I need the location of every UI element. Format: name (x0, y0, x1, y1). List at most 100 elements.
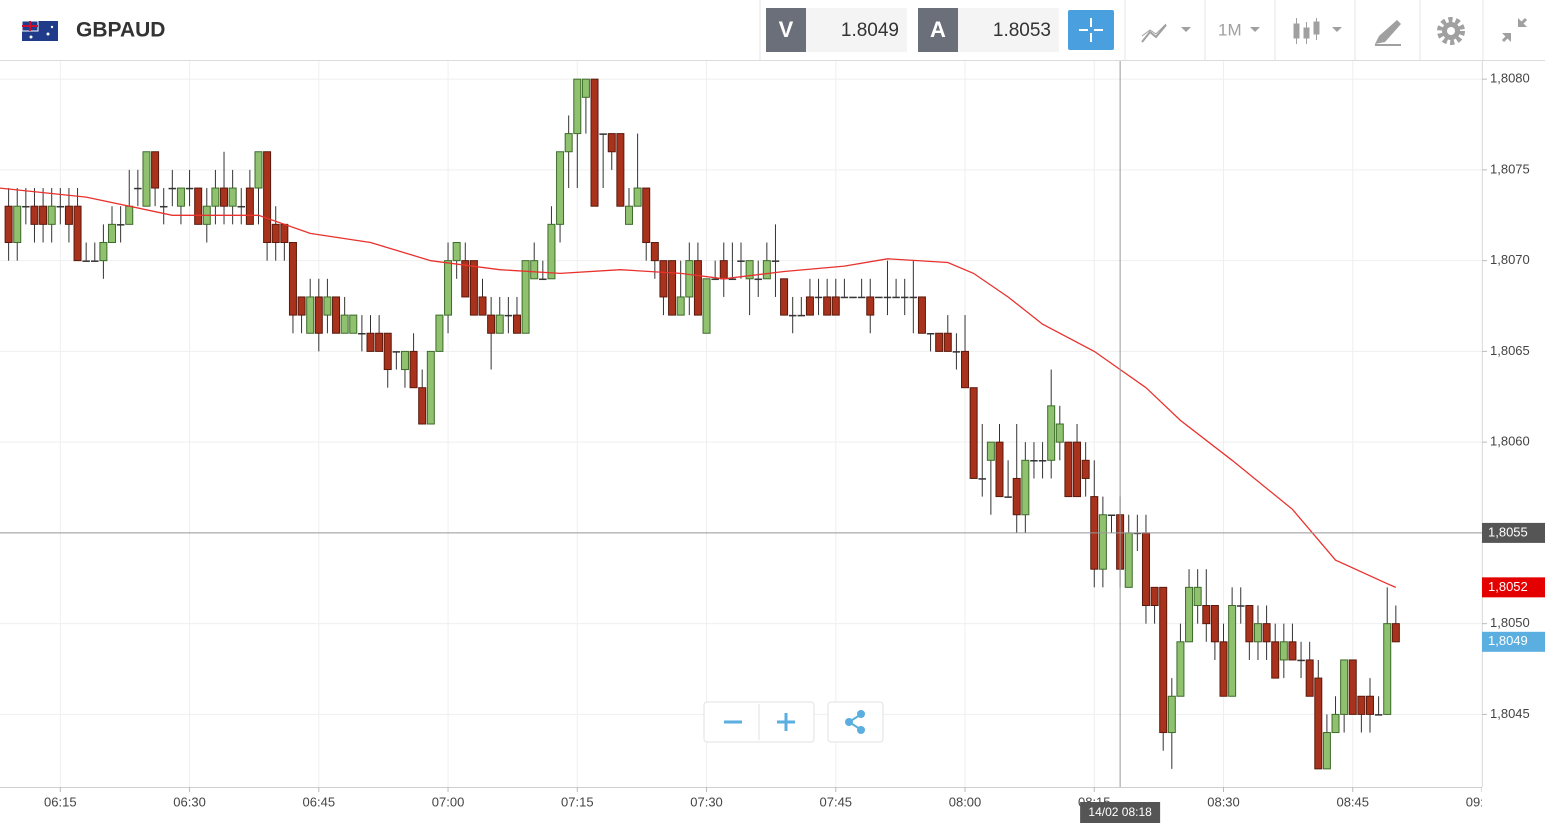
candle-body (693, 260, 702, 316)
candle-body (512, 314, 521, 334)
header: GBPAUD V 1.8049 A 1.8053 1M (0, 0, 1545, 61)
candle-body (1219, 641, 1228, 697)
price-tag-label: 1,8052 (1488, 579, 1528, 594)
draw-button[interactable] (1375, 20, 1401, 46)
candle-body (1305, 659, 1314, 697)
candle-body (409, 350, 418, 389)
zoom-out-button[interactable] (705, 703, 758, 741)
timeframe[interactable]: 1M (1218, 20, 1242, 39)
candle-body (39, 205, 48, 225)
candle-body (116, 224, 125, 226)
share-button[interactable] (827, 701, 884, 743)
candle-body (323, 296, 332, 316)
candle-body (1271, 641, 1280, 679)
x-tick-label: 08:45 (1336, 794, 1369, 809)
settings-button[interactable] (1437, 17, 1465, 45)
candle-body (73, 205, 82, 262)
buy-badge[interactable] (918, 8, 958, 52)
candle-body (495, 314, 504, 334)
candle-body (573, 78, 582, 135)
candle-body (435, 314, 444, 352)
candle-style-button[interactable] (1293, 18, 1342, 44)
candle-body (366, 332, 375, 352)
candle-body (1185, 586, 1194, 643)
candle-body (676, 296, 685, 316)
candle-body (64, 205, 73, 225)
y-tick-label: 1,8050 (1490, 615, 1530, 630)
candle-body (961, 350, 970, 389)
candle-body (47, 205, 56, 225)
candle-body (487, 314, 496, 334)
candle-body (659, 260, 668, 298)
x-tick-label: 07:45 (820, 794, 853, 809)
candle-body (995, 441, 1004, 498)
crosshair-button[interactable] (1068, 10, 1114, 50)
zoom-in-button[interactable] (760, 703, 813, 741)
candle-body (1357, 695, 1366, 715)
candle-body (831, 296, 840, 316)
candle-body (840, 296, 849, 299)
candle-body (762, 260, 771, 280)
candle-body (1383, 623, 1392, 715)
candle-body (633, 187, 642, 207)
candle-body (814, 296, 823, 299)
candle-body (349, 314, 358, 334)
candle-body (1064, 441, 1073, 498)
candle-body (306, 296, 315, 334)
candle-body (504, 314, 513, 317)
candle-body (400, 350, 409, 371)
candle-body (297, 296, 306, 316)
candle-body (771, 260, 780, 262)
candle-body (56, 205, 65, 208)
candle-body (539, 278, 547, 281)
buy-price-box[interactable] (958, 8, 1059, 52)
candle-body (1374, 714, 1383, 716)
candle-body (1055, 423, 1064, 443)
candle-body (1279, 641, 1288, 661)
price-tag-label: 1,8049 (1488, 633, 1528, 648)
candle-body (1262, 623, 1271, 643)
candle-body (271, 223, 280, 244)
candle-body (728, 278, 737, 281)
sell-price: 1.8049 (841, 20, 899, 41)
candle-body (917, 296, 926, 334)
candle-body (82, 260, 90, 262)
candle-body (1297, 659, 1305, 662)
y-tick-label: 1,8065 (1490, 343, 1530, 358)
candle-body (745, 260, 754, 280)
crosshair-price-box (1482, 522, 1545, 543)
candle-body (176, 187, 185, 207)
y-tick-label: 1,8045 (1490, 706, 1530, 721)
candle-body (1030, 460, 1038, 462)
buy-price: 1.8053 (993, 20, 1051, 41)
candle-body (185, 187, 194, 190)
sell-badge[interactable] (766, 8, 806, 52)
x-axis: 06:15 06:30 06:45 07:00 07:15 07:30 07:45 08:00… (44, 787, 1482, 809)
candle-body (237, 205, 246, 208)
collapse-button[interactable] (1501, 17, 1528, 43)
candle-body (375, 332, 384, 352)
candle-body (935, 332, 944, 352)
price-tag-box (1482, 631, 1545, 652)
candle-body (909, 296, 918, 299)
candle-body (478, 296, 487, 316)
sell-price-box[interactable] (806, 8, 907, 52)
candle-body (547, 223, 556, 280)
candle-body (1348, 659, 1357, 715)
candle-body (788, 314, 797, 317)
x-tick-label: 07:15 (561, 794, 594, 809)
candle-body (702, 278, 711, 334)
candle-body (685, 260, 694, 298)
candle-body (228, 187, 237, 207)
candle-body (521, 260, 530, 334)
candle-body (452, 242, 461, 262)
candle-body (461, 260, 470, 298)
candle-body (1012, 477, 1021, 516)
chart-type-button[interactable] (1141, 23, 1191, 43)
candle-body (1141, 532, 1150, 607)
candle-body (1038, 460, 1047, 462)
candle-body (1253, 623, 1262, 643)
candle-body (952, 351, 961, 353)
candle-body (125, 205, 134, 225)
